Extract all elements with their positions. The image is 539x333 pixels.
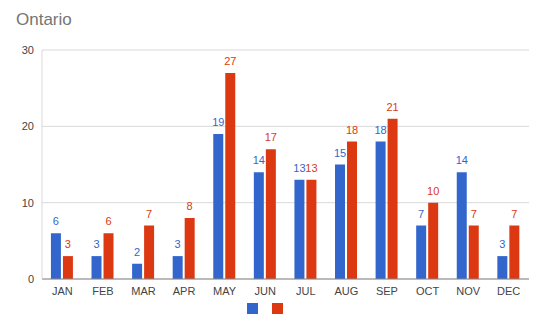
svg-text:6: 6 — [53, 215, 59, 227]
svg-text:AUG: AUG — [334, 285, 358, 297]
svg-text:13: 13 — [305, 162, 317, 174]
svg-text:0: 0 — [28, 273, 34, 285]
svg-text:6: 6 — [105, 215, 111, 227]
svg-text:21: 21 — [386, 101, 398, 113]
svg-text:30: 30 — [22, 44, 34, 56]
svg-text:10: 10 — [427, 185, 439, 197]
svg-text:DEC: DEC — [497, 285, 520, 297]
svg-text:NOV: NOV — [456, 285, 481, 297]
svg-text:10: 10 — [22, 197, 34, 209]
svg-text:3: 3 — [93, 238, 99, 250]
svg-text:8: 8 — [187, 200, 193, 212]
svg-text:JUL: JUL — [296, 285, 316, 297]
svg-text:FEB: FEB — [92, 285, 113, 297]
svg-text:14: 14 — [456, 154, 468, 166]
svg-text:3: 3 — [175, 238, 181, 250]
svg-text:MAY: MAY — [213, 285, 237, 297]
svg-text:JUN: JUN — [255, 285, 276, 297]
svg-text:15: 15 — [334, 147, 346, 159]
svg-text:27: 27 — [224, 55, 236, 67]
svg-text:SEP: SEP — [376, 285, 398, 297]
svg-text:3: 3 — [65, 238, 71, 250]
svg-text:14: 14 — [253, 154, 265, 166]
svg-text:APR: APR — [173, 285, 196, 297]
svg-text:7: 7 — [418, 208, 424, 220]
svg-text:JAN: JAN — [52, 285, 73, 297]
svg-text:7: 7 — [146, 208, 152, 220]
svg-text:OCT: OCT — [416, 285, 440, 297]
svg-text:MAR: MAR — [131, 285, 156, 297]
svg-text:13: 13 — [293, 162, 305, 174]
svg-text:20: 20 — [22, 120, 34, 132]
svg-text:18: 18 — [374, 124, 386, 136]
svg-text:7: 7 — [471, 208, 477, 220]
svg-text:7: 7 — [511, 208, 517, 220]
html-text:Ontario: Ontario — [16, 10, 72, 29]
svg-text:18: 18 — [346, 124, 358, 136]
svg-text:3: 3 — [499, 238, 505, 250]
svg-text:19: 19 — [212, 116, 224, 128]
svg-text:17: 17 — [265, 131, 277, 143]
svg-text:2: 2 — [134, 246, 140, 258]
